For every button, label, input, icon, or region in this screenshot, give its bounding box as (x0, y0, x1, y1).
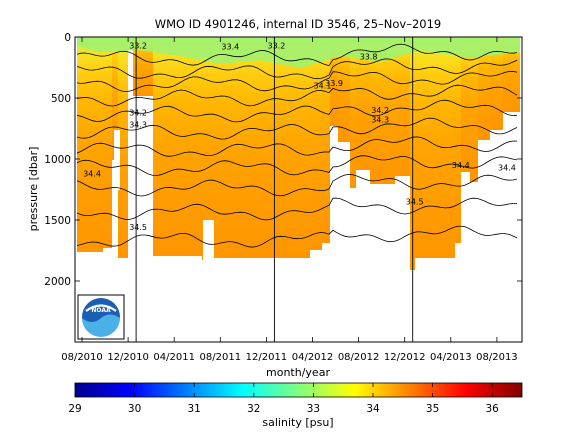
contour-label: 34.4 (452, 161, 470, 170)
colorbar-ticks: 29 30 31 32 33 34 35 36 (68, 383, 499, 415)
profile-strip (112, 37, 118, 160)
contour-label: 34.4 (83, 169, 101, 178)
contour-line (76, 117, 518, 140)
colorbar-label: salinity [psu] (262, 416, 333, 429)
plot-area (75, 37, 522, 342)
contour-line (76, 155, 518, 176)
x-tick-label: 04/2012 (292, 352, 334, 363)
x-tick-label: 04/2013 (430, 352, 472, 363)
contour-label: 34.3 (129, 121, 147, 130)
contour-line (76, 225, 518, 248)
colorbar-tick-label: 32 (247, 403, 260, 415)
profile-strip (310, 37, 322, 250)
y-tick-label: 2000 (44, 276, 71, 288)
salinity-field (77, 37, 520, 300)
profile-strip (330, 37, 338, 126)
colorbar-tick-label: 34 (366, 403, 380, 415)
profile-strip (461, 37, 470, 172)
contour-label: 34.2 (371, 106, 389, 115)
contour-line (76, 70, 518, 93)
surface-band (77, 37, 520, 68)
contour-label: 33.2 (129, 41, 147, 50)
chart-title: WMO ID 4901246, internal ID 3546, 25–Nov… (155, 17, 442, 31)
profile-strip (202, 37, 214, 260)
profile-strip (77, 37, 103, 252)
contour-label: 33.8 (360, 52, 378, 61)
x-tick-label: 12/2011 (246, 352, 288, 363)
y-axis: 0 500 1000 1500 2000 (44, 32, 522, 288)
x-tick-label: 08/2011 (200, 352, 242, 363)
profile-strip (133, 37, 153, 96)
x-tick-label: 08/2013 (476, 352, 518, 363)
contour-label: 34.4 (498, 163, 516, 172)
colorbar-tick-label: 29 (68, 403, 81, 415)
profile-strip (153, 37, 200, 256)
contour-line (76, 197, 517, 221)
x-tick-label: 08/2012 (338, 352, 380, 363)
contour-label: 33.9 (325, 79, 343, 88)
contour-label: 33.2 (267, 41, 285, 50)
y-tick-label: 1500 (44, 215, 71, 227)
x-tick-label: 08/2010 (61, 352, 103, 363)
profile-strip (470, 37, 478, 182)
data-gap (114, 130, 120, 190)
profile-strip (395, 37, 410, 176)
contour-label: 34.3 (371, 116, 389, 125)
profile-strip (338, 37, 350, 142)
contour-line (76, 173, 518, 197)
x-tick-label: 12/2012 (384, 352, 426, 363)
y-tick-label: 0 (64, 32, 71, 44)
colorbar-tick-label: 35 (426, 403, 439, 415)
colorbar-tick-label: 33 (307, 403, 320, 415)
data-gap (203, 220, 214, 282)
colorbar-tick-label: 36 (486, 403, 500, 415)
contour-labels: 33.2 33.4 33.233.834.133.934.234.334.434.5… (83, 41, 516, 232)
contour-label: 34.5 (406, 197, 424, 206)
contour-line (76, 99, 518, 123)
contour-line (76, 58, 518, 80)
contour-label: 33.4 (221, 43, 239, 52)
profile-strip (118, 37, 128, 258)
x-axis: 08/2010 12/2010 04/2011 08/2011 12/2011 04/20… (61, 37, 518, 363)
profile-strip (356, 37, 370, 170)
data-gap (198, 270, 200, 300)
contour-line (76, 136, 518, 157)
contour-label: 34.2 (129, 108, 147, 117)
contour-label: 34.5 (129, 223, 147, 232)
y-tick-label: 500 (51, 93, 71, 105)
y-tick-label: 1000 (44, 154, 71, 166)
noaa-logo: NOAA (77, 294, 125, 340)
contour-lines (76, 43, 518, 248)
profile-strip (478, 37, 490, 140)
x-tick-label: 12/2010 (107, 352, 149, 363)
logo-text: NOAA (91, 307, 111, 314)
contour-line (76, 43, 518, 67)
colorbar-tick-label: 31 (188, 403, 201, 415)
x-tick-label: 04/2011 (153, 352, 195, 363)
contour-label: 34.1 (314, 82, 332, 91)
profile-strip (103, 37, 112, 248)
profile-strip (503, 37, 520, 112)
profile-strip (350, 37, 356, 188)
profile-strip (455, 37, 461, 243)
profile-strip (200, 37, 202, 256)
profile-strip (322, 37, 330, 243)
colorbar (74, 382, 523, 398)
plot-frame (74, 36, 523, 343)
y-axis-label: pressure [dbar] (27, 147, 40, 232)
colorbar-tick-label: 30 (128, 403, 141, 415)
year-markers (135, 37, 414, 342)
contour-line (76, 84, 518, 107)
x-axis-label: month/year (266, 366, 330, 379)
